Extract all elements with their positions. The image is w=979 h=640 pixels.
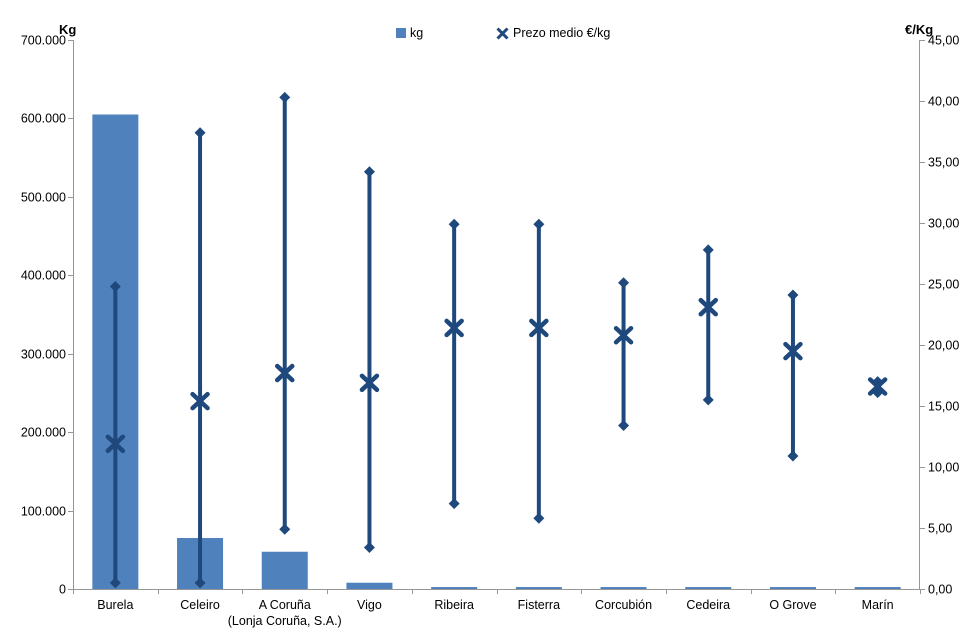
category-label: Ribeira [434, 598, 474, 612]
price-low-marker-9 [787, 450, 799, 462]
kg-bar-4 [346, 582, 393, 589]
x-marker-icon [496, 26, 509, 40]
right-axis-tick-label: 20,00 [928, 339, 959, 353]
right-axis-tick-label: 10,00 [928, 461, 959, 475]
price-high-marker-4 [363, 166, 375, 178]
category-label: O Grove [769, 598, 816, 612]
price-mean-marker-x2-7 [613, 325, 634, 345]
left-axis-title: Kg [59, 22, 77, 37]
right-axis-tick-label: 45,00 [928, 34, 959, 48]
price-low-marker-4 [363, 542, 375, 554]
right-axis-tick-label: 15,00 [928, 400, 959, 414]
price-mean-marker-x2-8 [698, 297, 718, 317]
right-axis-tick-label: 35,00 [928, 156, 959, 170]
category-label: Fisterra [518, 598, 560, 612]
category-label: Marín [862, 598, 894, 612]
legend-item-price: Prezo medio €/kg [496, 26, 610, 40]
right-axis-title: €/Kg [905, 22, 934, 37]
kg-bar-9 [769, 587, 816, 589]
kg-bar-10 [854, 587, 901, 589]
kg-bar-5 [431, 587, 478, 589]
price-low-marker-1 [109, 577, 121, 589]
left-axis-tick-label: 200.000 [21, 426, 66, 440]
legend-label-kg: kg [410, 26, 424, 40]
price-low-marker-8 [702, 394, 714, 406]
category-label: A Coruña [259, 598, 311, 612]
price-high-marker-2 [194, 127, 206, 139]
kg-series-swatch-icon [396, 28, 406, 38]
price-mean-marker-x2-3 [275, 363, 295, 383]
price-mean-marker-x2-2 [190, 391, 210, 411]
kg-bar-6 [515, 587, 562, 589]
price-low-marker-7 [618, 420, 630, 432]
price-mean-marker-x2-9 [783, 341, 803, 361]
category-label: Celeiro [180, 598, 220, 612]
price-mean-marker-x2-4 [359, 373, 380, 393]
price-high-marker-9 [787, 289, 799, 301]
left-axis-tick-label: 100.000 [21, 505, 66, 519]
price-low-marker-3 [279, 523, 291, 535]
kg-bar-7 [600, 587, 647, 589]
legend-item-kg: kg [396, 26, 423, 40]
right-axis-tick-label: 0,00 [928, 583, 952, 597]
right-axis-tick-label: 25,00 [928, 278, 959, 292]
category-label: Corcubión [595, 598, 652, 612]
legend-label-price: Prezo medio €/kg [513, 26, 611, 40]
price-high-marker-3 [279, 91, 291, 103]
price-low-marker-5 [448, 498, 460, 510]
left-axis-tick-label: 400.000 [21, 269, 66, 283]
price-high-marker-1 [109, 280, 121, 292]
price-low-marker-2 [194, 577, 206, 589]
price-mean-marker-x2-5 [444, 318, 464, 338]
price-high-marker-8 [702, 244, 714, 256]
category-label: Cedeira [686, 598, 730, 612]
right-axis-tick-label: 40,00 [928, 95, 959, 109]
category-sublabel: (Lonja Coruña, S.A.) [228, 614, 342, 628]
price-high-marker-6 [533, 218, 545, 230]
price-low-marker-6 [533, 512, 545, 524]
left-axis-tick-label: 0 [59, 583, 66, 597]
price-high-marker-7 [618, 277, 630, 289]
price-high-marker-5 [448, 218, 460, 230]
price-mean-marker-x2-6 [529, 318, 549, 338]
kg-bar-8 [685, 587, 732, 589]
kg-bar-3 [261, 551, 308, 589]
left-axis-tick-label: 500.000 [21, 191, 66, 205]
price-mean-marker-x2-10 [867, 377, 888, 396]
left-axis-tick-label: 700.000 [21, 34, 66, 48]
category-label: Vigo [357, 598, 382, 612]
right-axis-tick-label: 30,00 [928, 217, 959, 231]
right-axis-tick-label: 5,00 [928, 522, 952, 536]
left-axis-tick-label: 300.000 [21, 348, 66, 362]
left-axis-tick-label: 600.000 [21, 112, 66, 126]
category-label: Burela [97, 598, 133, 612]
price-mean-marker-x2-1 [105, 434, 126, 454]
